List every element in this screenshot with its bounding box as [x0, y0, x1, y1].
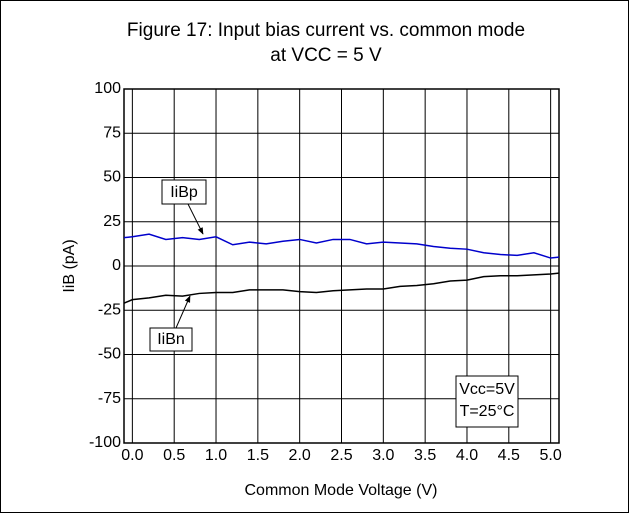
series-line	[123, 272, 560, 304]
series-line	[123, 233, 560, 259]
arrow	[187, 203, 204, 235]
x-tick-label: 4.5	[498, 447, 520, 464]
annotation: T=25°C	[460, 403, 515, 420]
x-tick-label: 1.5	[247, 447, 269, 464]
y-tick-label: -25	[98, 301, 121, 318]
annotation: Vcc=5V	[459, 381, 515, 398]
x-tick-label: 3.0	[372, 447, 394, 464]
y-tick-label: 25	[103, 213, 121, 230]
x-tick-label: 0.0	[121, 447, 143, 464]
x-tick-label: 2.5	[330, 447, 352, 464]
plot-border	[123, 88, 560, 444]
arrow	[175, 295, 191, 329]
x-tick-label: 3.5	[414, 447, 436, 464]
chart-subtitle: at VCC = 5 V	[270, 45, 382, 66]
label-box	[149, 327, 193, 352]
y-tick-label: -50	[98, 346, 121, 363]
x-axis-label: Common Mode Voltage (V)	[245, 482, 438, 499]
y-tick-label: -100	[89, 434, 121, 451]
x-tick-label: 1.0	[205, 447, 227, 464]
y-tick-label: 100	[94, 80, 121, 97]
x-tick-label: 0.5	[163, 447, 185, 464]
x-tick-label: 5.0	[540, 447, 562, 464]
series-label: IiBn	[157, 331, 185, 348]
chart-title: Figure 17: Input bias current vs. common…	[127, 20, 525, 41]
x-tick-label: 4.0	[456, 447, 478, 464]
series-label: IiBp	[170, 184, 198, 201]
y-tick-label: -75	[98, 390, 121, 407]
y-axis-label: IiB (pA)	[61, 239, 78, 292]
y-tick-label: 0	[112, 257, 121, 274]
annotation-box	[455, 375, 519, 428]
x-tick-label: 2.0	[289, 447, 311, 464]
label-box	[161, 179, 207, 205]
y-tick-label: 50	[103, 169, 121, 186]
y-tick-label: 75	[103, 124, 121, 141]
